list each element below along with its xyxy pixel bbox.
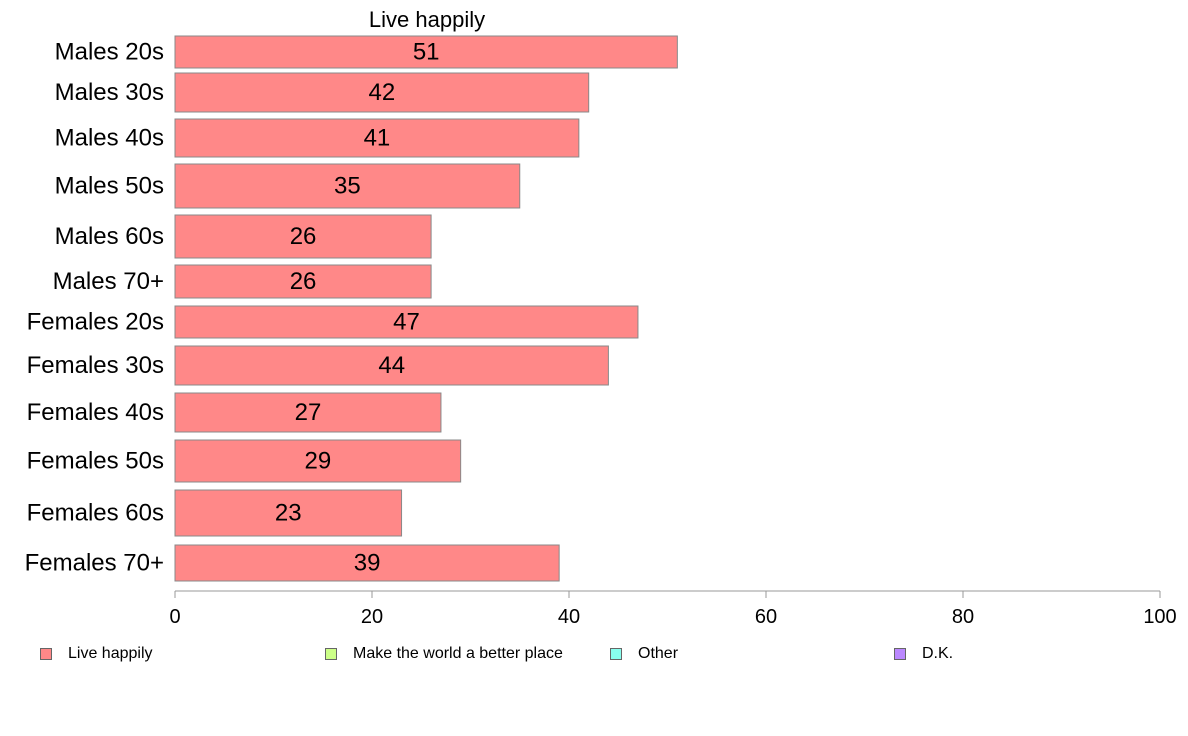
legend-item-other: Other <box>610 645 678 663</box>
x-tick-label: 80 <box>952 606 974 628</box>
category-label: Males 70+ <box>53 268 164 295</box>
legend-item-make-world-better: Make the world a better place <box>325 645 563 663</box>
legend-label: Live happily <box>68 645 153 662</box>
chart-title: Live happily <box>369 7 485 32</box>
data-label: 47 <box>393 309 420 336</box>
data-label: 23 <box>275 500 302 527</box>
data-label: 35 <box>334 173 361 200</box>
x-tick-label: 100 <box>1143 606 1176 628</box>
legend-label: D.K. <box>922 645 954 662</box>
x-tick-label: 20 <box>361 606 383 628</box>
bar <box>174 305 639 339</box>
category-label: Males 60s <box>55 223 164 250</box>
category-label: Females 70+ <box>25 550 164 577</box>
legend-swatch <box>610 648 622 660</box>
bar <box>174 72 590 113</box>
data-label: 26 <box>290 223 317 250</box>
legend-item-dk: D.K. <box>894 645 953 663</box>
data-label: 27 <box>295 399 322 426</box>
category-label: Males 30s <box>55 79 164 106</box>
category-label: Males 40s <box>55 125 164 152</box>
data-label: 42 <box>368 79 395 106</box>
bar <box>174 214 432 259</box>
category-label: Females 60s <box>27 500 164 527</box>
legend-swatch <box>894 648 906 660</box>
data-label: 51 <box>413 39 440 66</box>
bar <box>174 439 462 483</box>
bar <box>174 264 432 299</box>
bar <box>174 118 580 158</box>
bar <box>174 35 678 69</box>
data-label: 44 <box>378 352 405 379</box>
x-tick-label: 40 <box>558 606 580 628</box>
data-label: 41 <box>364 125 391 152</box>
x-tick-label: 0 <box>169 606 180 628</box>
legend-label: Make the world a better place <box>353 645 563 662</box>
x-tick-label: 60 <box>755 606 777 628</box>
bar <box>174 392 442 433</box>
data-label: 26 <box>290 268 317 295</box>
legend-swatch <box>325 648 337 660</box>
category-label: Females 30s <box>27 352 164 379</box>
legend: Live happily Make the world a better pla… <box>0 645 1188 669</box>
data-label: 39 <box>354 550 381 577</box>
category-label: Females 40s <box>27 399 164 426</box>
x-axis: 0 20 40 60 80 100 <box>169 590 1177 628</box>
category-label: Males 50s <box>55 173 164 200</box>
category-label: Males 20s <box>55 39 164 66</box>
category-label: Females 20s <box>27 309 164 336</box>
bar <box>174 345 609 386</box>
bar <box>174 489 403 537</box>
legend-label: Other <box>638 645 679 662</box>
category-label: Females 50s <box>27 448 164 475</box>
bars-group: Males 20s 51 Males 30s 42 Males 40s 41 Males 5… <box>25 35 678 582</box>
bar <box>174 544 560 582</box>
data-label: 29 <box>304 448 331 475</box>
legend-swatch <box>40 648 52 660</box>
bar <box>174 163 521 209</box>
legend-item-live-happily: Live happily <box>40 645 153 663</box>
